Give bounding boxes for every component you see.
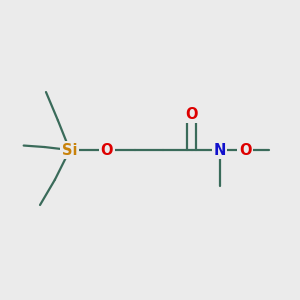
Text: O: O	[101, 142, 113, 158]
Text: O: O	[185, 107, 198, 122]
Text: Si: Si	[62, 142, 77, 158]
Text: O: O	[239, 142, 251, 158]
Text: N: N	[214, 142, 226, 158]
